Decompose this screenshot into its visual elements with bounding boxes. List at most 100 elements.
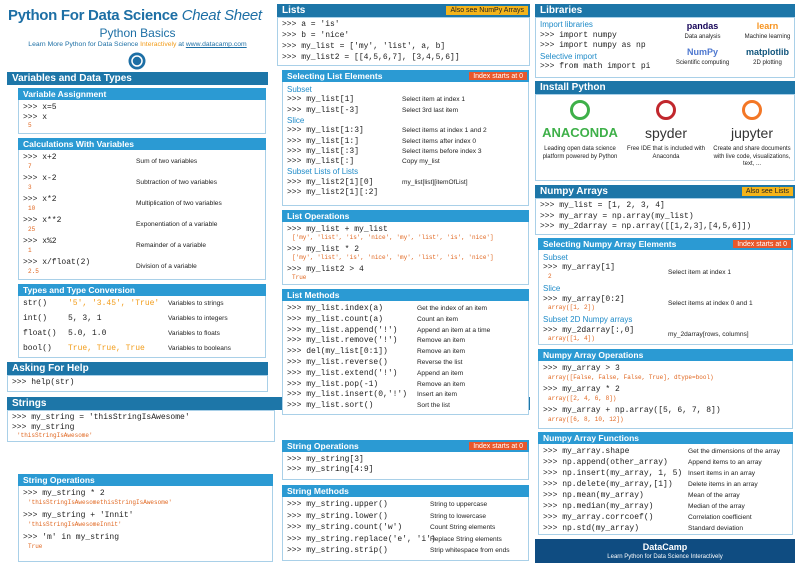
code-line: >>> my_list[-3] (287, 105, 360, 115)
description: Append an item at a time (417, 326, 491, 334)
section-header: List Methods (282, 289, 529, 301)
library-caption: Machine learning (744, 34, 791, 40)
code-line: >>> my_list.count(a) (287, 314, 384, 324)
header-tagline-line: Learn More Python for Data Science Inter… (0, 41, 275, 49)
description: Copy my_list (402, 158, 440, 166)
code-output: True (292, 274, 307, 281)
code-line: >>> np.std(my_array) (543, 524, 640, 533)
code-line: >>> my_string * 2 (23, 489, 105, 498)
description: Correlation coefficient (688, 514, 752, 521)
description: Sort the list (417, 402, 450, 410)
code-line: >>> x (23, 113, 48, 122)
footer-brand: DataCamp (642, 542, 688, 552)
code-line: >>> import numpy (540, 30, 617, 40)
section-header: String Methods (282, 485, 529, 497)
code-output: 2.5 (28, 267, 39, 275)
code-argument: 5, 3, 1 (68, 314, 102, 323)
header-tagline: Learn More Python for Data Science (28, 41, 139, 48)
code-line: >>> my_string.strip() (287, 546, 388, 555)
code-line: >>> my_list[1:3] (287, 126, 364, 136)
library-logo: pandas (686, 21, 719, 31)
section-title: Libraries (540, 5, 583, 16)
section-title: Install Python (540, 82, 606, 93)
code-line: >>> np.delete(my_array,[1]) (543, 480, 673, 489)
code-line: >>> my_list = ['my', 'list', a, b] (282, 42, 446, 51)
description: Remainder of a variable (136, 242, 207, 250)
description: Variables to booleans (168, 345, 231, 352)
section-box (18, 284, 266, 358)
section-title: Numpy Arrays (540, 186, 608, 197)
code-line: >>> my_list.extend('!') (287, 368, 398, 378)
code-line: int() (23, 314, 48, 323)
description: Subtraction of two variables (136, 179, 217, 187)
tool-name: ANACONDA (542, 125, 618, 140)
section-tag: Index starts at 0 (469, 72, 527, 80)
code-line: >>> my_list.append('!') (287, 325, 398, 335)
code-line: >>> my_string (12, 423, 75, 432)
section-box (282, 485, 529, 561)
description: Select items before index 3 (402, 147, 482, 155)
tool-caption: Create and share documents with live cod… (713, 146, 791, 167)
description: my_2darray[rows, columns] (668, 331, 749, 338)
description: Replace String elements (430, 535, 502, 543)
code-line: >>> my_2darray = np.array([[1,2,3],[4,5,… (540, 222, 752, 231)
section-title: Strings (12, 398, 47, 409)
code-line: >>> my_list.pop(-1) (287, 379, 379, 389)
section-header: String Operations (18, 474, 273, 486)
code-line: >>> my_array.corrcoef() (543, 513, 654, 522)
section-title: String Operations (23, 475, 95, 485)
code-argument: True, True, True (68, 344, 145, 353)
code-line: >>> x**2 (23, 216, 62, 225)
library-logo: learn (756, 21, 779, 31)
description: Select items at index 0 and 1 (668, 299, 753, 307)
code-line: >>> my_list + my_list (287, 225, 388, 234)
code-output: 2 (548, 272, 552, 280)
section-title: Asking For Help (12, 363, 89, 374)
code-line: >>> my_list.index(a) (287, 304, 384, 313)
code-line: >>> 'm' in my_string (23, 533, 120, 542)
section-header: List Operations (282, 210, 529, 222)
description: Median of the array (688, 503, 745, 510)
header-title: Python For Data Science (8, 7, 178, 24)
code-line: >>> my_list[:3] (287, 146, 360, 156)
section-title: Selecting Numpy Array Elements (543, 239, 677, 249)
header-subtitle: Python Basics (99, 26, 176, 40)
library-logo: NumPy (686, 47, 718, 57)
header-at: at (178, 41, 184, 48)
code-line: >>> my_string.upper() (287, 500, 388, 509)
code-line: >>> my_list[1:] (287, 136, 360, 146)
section-title: Types and Type Conversion (23, 285, 136, 295)
code-line: float() (23, 329, 57, 338)
code-line: >>> x%2 (23, 237, 57, 246)
description: Count an item (417, 315, 459, 323)
code-output: 25 (28, 225, 36, 233)
tool-icon (656, 100, 676, 120)
code-output: array([False, False, False, True], dtype… (548, 373, 714, 381)
code-line: >>> my_list[1] (287, 95, 355, 105)
code-line: >>> b = 'nice' (282, 31, 350, 40)
description: Standard deviation (688, 525, 743, 532)
code-line: >>> my_list2[1][:2] (287, 188, 379, 197)
tool-icon (570, 100, 590, 120)
description: my_list[list][itemOfList] (402, 178, 468, 186)
description: Append an item (417, 369, 464, 377)
code-output: 'thisStringIsAwesome' (17, 432, 93, 439)
tool-icon (742, 100, 762, 120)
section-title: Calculations With Variables (23, 139, 134, 149)
section-header: Install Python (535, 81, 795, 94)
description: Get the index of an item (417, 305, 488, 312)
code-output: 3 (28, 183, 32, 191)
description: Append items to an array (688, 459, 762, 466)
code-line: >>> my_list.insert(0,'!') (287, 390, 408, 400)
header-title-line: Python For Data Science Cheat Sheet (8, 8, 262, 23)
tool-name: spyder (644, 125, 688, 141)
code-line: >>> my_list * 2 (287, 245, 360, 254)
footer-tagline: Learn Python for Data Science Interactiv… (607, 554, 723, 560)
section-box (7, 410, 275, 442)
code-line: >>> my_list.remove('!') (287, 336, 398, 346)
header-url[interactable]: www.datacamp.com (185, 41, 247, 48)
code-line: >>> help(str) (12, 378, 75, 387)
section-tag: Also see Lists (741, 187, 793, 196)
section-title: Numpy Array Functions (543, 433, 640, 443)
code-output: array([1, 4]) (548, 335, 595, 343)
